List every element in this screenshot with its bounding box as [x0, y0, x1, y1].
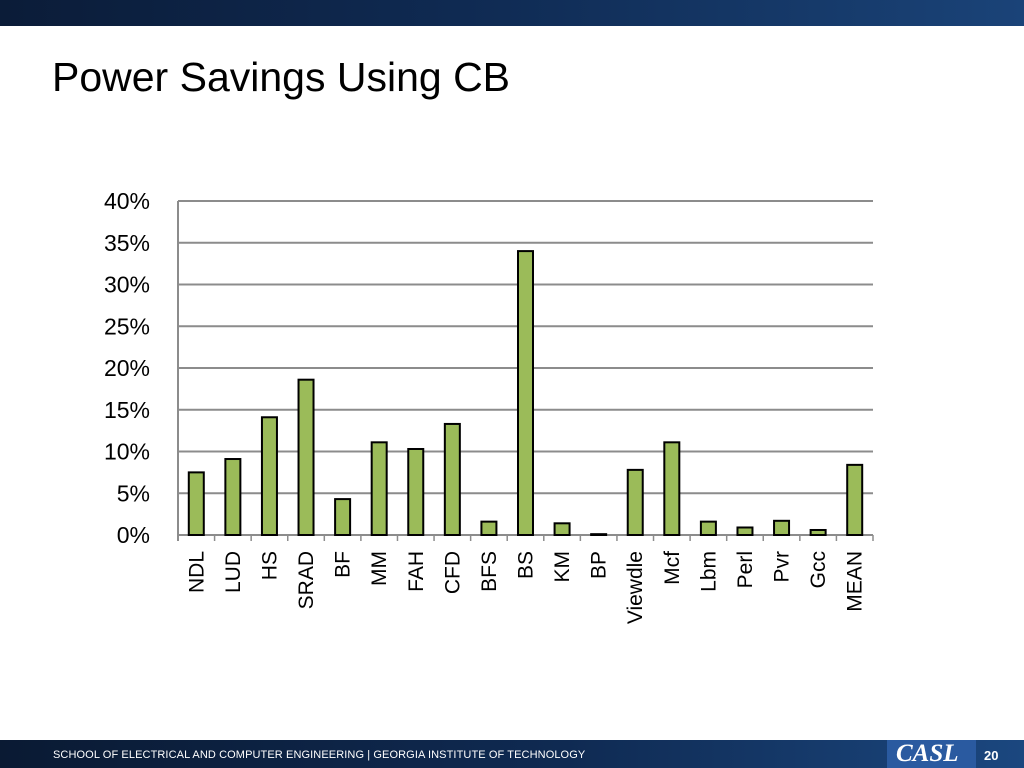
- page-number: 20: [984, 748, 999, 763]
- bar-km: [553, 522, 571, 536]
- x-tick-label: FAH: [405, 551, 428, 592]
- x-tick-label: NDL: [185, 551, 208, 593]
- bar-viewdle: [626, 468, 644, 536]
- casl-logo: CASL: [887, 740, 976, 768]
- x-tick-label: Gcc: [807, 551, 830, 588]
- bar-ndl: [187, 471, 205, 536]
- x-tick-label: Lbm: [697, 551, 720, 592]
- bar-cfd: [443, 422, 461, 537]
- bar-bs: [517, 250, 534, 536]
- x-tick-label: Viewdle: [624, 551, 647, 624]
- bar-bf: [334, 498, 352, 536]
- bar-mm: [370, 441, 388, 536]
- casl-logo-text: CASL: [896, 740, 959, 767]
- y-tick-label: 10%: [104, 439, 150, 465]
- x-tick-label: HS: [258, 551, 281, 580]
- y-tick-label: 40%: [104, 188, 150, 214]
- bar-hs: [260, 416, 278, 536]
- bar-fah: [407, 447, 425, 536]
- x-tick-label: MM: [368, 551, 391, 586]
- slide-title: Power Savings Using CB: [52, 54, 511, 100]
- header-bar: [0, 0, 1024, 26]
- footer-institution-text: SCHOOL OF ELECTRICAL AND COMPUTER ENGINE…: [53, 749, 586, 761]
- x-tick-label: BF: [332, 551, 355, 578]
- x-tick-label: BP: [588, 551, 611, 579]
- x-tick-label: Pvr: [771, 551, 794, 583]
- bar-bp: [590, 533, 608, 537]
- y-tick-label: 20%: [104, 355, 150, 381]
- y-tick-label: 15%: [104, 397, 150, 423]
- bar-lbm: [699, 520, 717, 537]
- bar-chart: 0% 5% 10% 15% 20% 25% 30% 35% 40% NDL LUD HS SRAD BF M…: [104, 188, 874, 624]
- x-tick-label: BS: [515, 551, 538, 579]
- bar-bfs: [480, 520, 498, 537]
- x-tick-label: SRAD: [295, 551, 318, 609]
- bar-gcc: [809, 528, 827, 536]
- x-tick-label: LUD: [222, 551, 245, 593]
- bar-srad: [297, 378, 315, 536]
- y-tick-label: 35%: [104, 230, 150, 256]
- x-tick-label: MEAN: [844, 551, 867, 612]
- x-tick-label: Perl: [734, 551, 757, 588]
- y-tick-label: 0%: [117, 522, 150, 548]
- y-tick-label: 30%: [104, 272, 150, 298]
- y-tick-label: 5%: [117, 480, 150, 506]
- footer-bar: SCHOOL OF ELECTRICAL AND COMPUTER ENGINE…: [0, 740, 1024, 768]
- bar-perl: [736, 526, 754, 536]
- bar-mean: [846, 463, 864, 536]
- bar-pvr: [773, 519, 791, 536]
- x-tick-label: Mcf: [661, 551, 684, 585]
- y-tick-label: 25%: [104, 313, 150, 339]
- x-tick-label: KM: [551, 551, 574, 583]
- x-tick-label: BFS: [478, 551, 501, 592]
- x-tick-label: CFD: [441, 551, 464, 594]
- bar-mcf: [663, 441, 681, 536]
- bar-lud: [224, 458, 242, 537]
